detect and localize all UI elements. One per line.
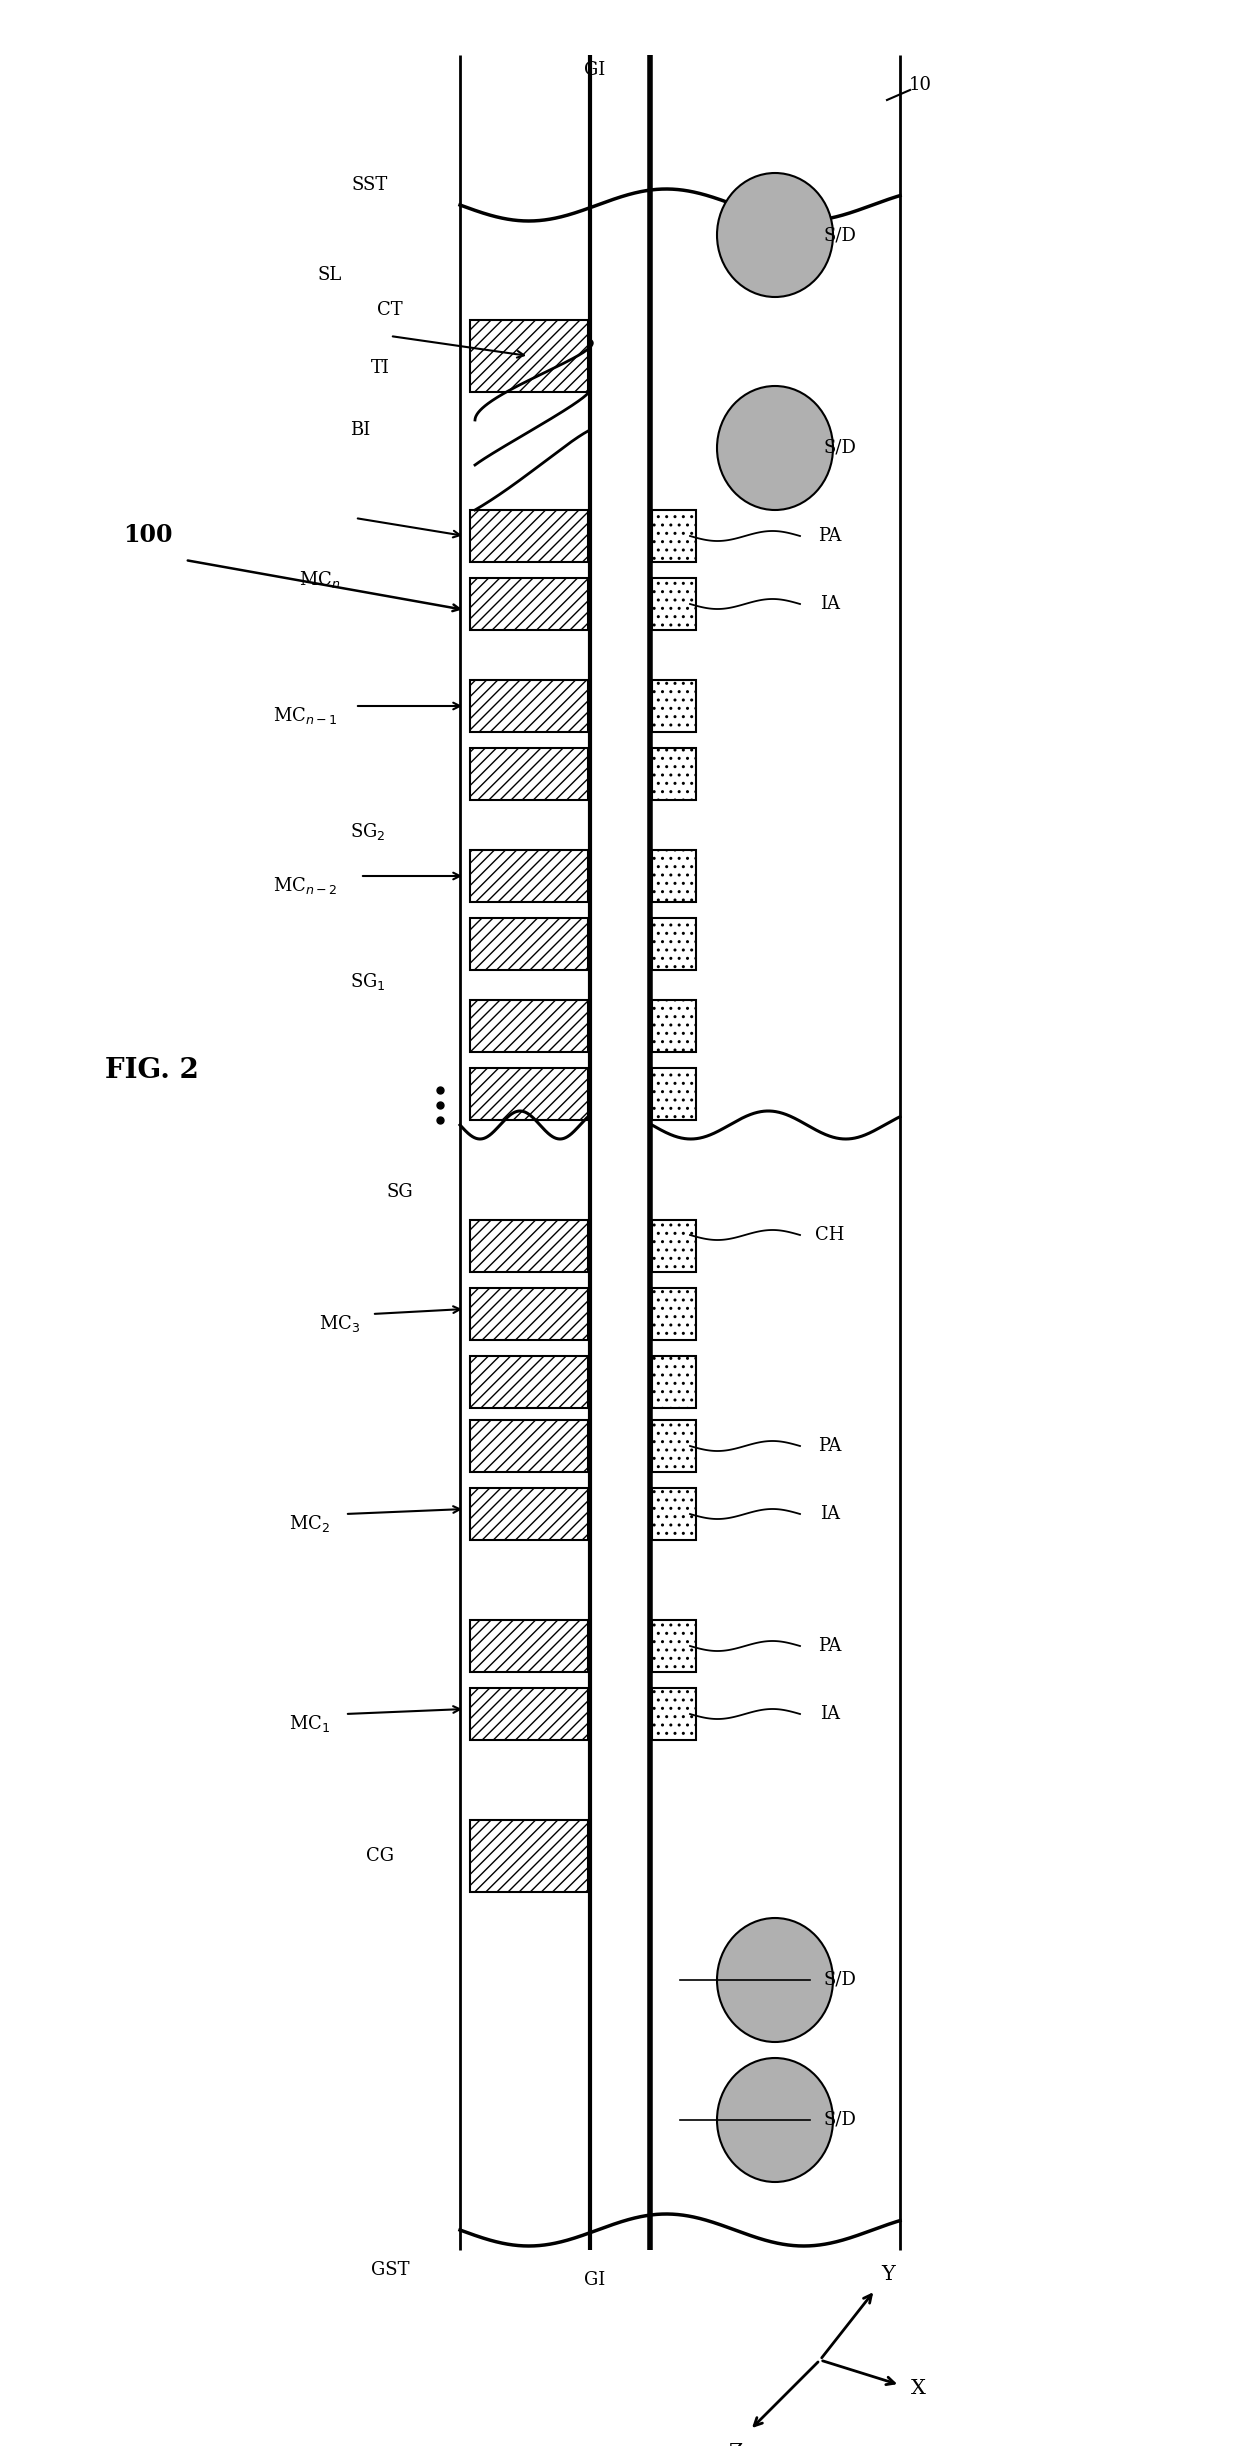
Text: Z: Z — [728, 2444, 743, 2446]
Bar — [652, 1355, 696, 1409]
Text: S/D: S/D — [823, 225, 857, 245]
Bar — [470, 1421, 588, 1472]
Text: MC$_{n-1}$: MC$_{n-1}$ — [273, 704, 337, 726]
Text: SST: SST — [352, 176, 388, 193]
Text: S/D: S/D — [823, 2111, 857, 2128]
Text: SG: SG — [387, 1184, 413, 1201]
Text: PA: PA — [818, 1436, 842, 1455]
Bar — [652, 1000, 696, 1052]
Text: MC$_n$: MC$_n$ — [299, 570, 341, 589]
Bar — [470, 680, 588, 731]
Text: CT: CT — [377, 301, 403, 318]
Text: CH: CH — [816, 1225, 844, 1245]
Text: MC$_2$: MC$_2$ — [289, 1514, 331, 1534]
Bar — [470, 320, 588, 391]
Bar — [652, 1421, 696, 1472]
Text: TI: TI — [371, 360, 389, 377]
Text: MC$_{n-2}$: MC$_{n-2}$ — [273, 876, 337, 898]
Bar — [470, 917, 588, 971]
Ellipse shape — [717, 1918, 833, 2042]
Text: FIG. 2: FIG. 2 — [105, 1057, 198, 1084]
Ellipse shape — [717, 386, 833, 511]
Bar — [470, 1487, 588, 1541]
Bar — [470, 748, 588, 800]
Bar — [470, 1289, 588, 1340]
Ellipse shape — [717, 174, 833, 296]
Bar — [470, 1820, 588, 1893]
Bar — [470, 1221, 588, 1272]
Bar — [652, 1487, 696, 1541]
Text: 10: 10 — [909, 76, 931, 93]
Bar — [470, 511, 588, 563]
Bar — [470, 1619, 588, 1673]
Text: MC$_1$: MC$_1$ — [289, 1715, 331, 1734]
Text: CG: CG — [366, 1847, 394, 1864]
Text: GST: GST — [371, 2260, 409, 2280]
Text: GI: GI — [584, 61, 605, 78]
Text: PA: PA — [818, 1636, 842, 1656]
Bar — [652, 1619, 696, 1673]
Text: SL: SL — [317, 267, 342, 284]
Bar — [652, 1069, 696, 1120]
Text: SG$_1$: SG$_1$ — [350, 971, 386, 993]
Text: MC$_3$: MC$_3$ — [320, 1314, 361, 1336]
Bar — [652, 1221, 696, 1272]
Bar — [470, 1688, 588, 1739]
Bar — [652, 1289, 696, 1340]
Text: S/D: S/D — [823, 438, 857, 457]
Bar — [470, 1000, 588, 1052]
Bar — [652, 511, 696, 563]
Text: X: X — [910, 2378, 925, 2397]
Bar — [470, 1069, 588, 1120]
Bar — [652, 851, 696, 903]
Text: S/D: S/D — [823, 1971, 857, 1989]
Bar — [470, 577, 588, 631]
Bar — [652, 917, 696, 971]
Bar — [652, 680, 696, 731]
Text: 100: 100 — [123, 523, 172, 548]
Bar — [652, 577, 696, 631]
Text: IA: IA — [820, 1504, 839, 1524]
Text: SG$_2$: SG$_2$ — [350, 822, 386, 841]
Text: Y: Y — [882, 2265, 895, 2285]
Ellipse shape — [717, 2057, 833, 2182]
Text: BI: BI — [350, 421, 370, 438]
Bar — [652, 1688, 696, 1739]
Text: IA: IA — [820, 594, 839, 614]
Bar — [470, 1355, 588, 1409]
Bar — [470, 851, 588, 903]
Text: GI: GI — [584, 2270, 605, 2289]
Text: IA: IA — [820, 1705, 839, 1722]
Bar — [652, 748, 696, 800]
Text: PA: PA — [818, 526, 842, 545]
